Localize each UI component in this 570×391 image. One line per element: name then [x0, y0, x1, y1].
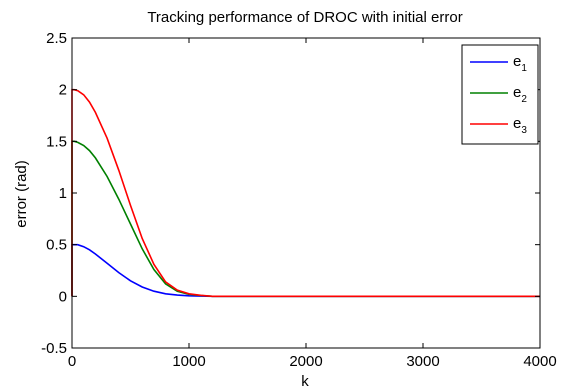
- y-tick-label: 0: [59, 288, 67, 305]
- x-tick-label: 4000: [523, 353, 556, 370]
- y-tick-label: 2.5: [46, 30, 67, 47]
- y-tick-label: 0.5: [46, 237, 67, 254]
- x-axis-label: k: [301, 373, 309, 390]
- legend-subscript: 1: [521, 63, 527, 74]
- axes: 0 1000 2000 3000 4000-0.500.511.522.5: [41, 30, 557, 370]
- legend-subscript: 2: [521, 94, 527, 105]
- x-tick-label: 2000: [289, 353, 322, 370]
- legend-subscript: 3: [521, 125, 527, 136]
- y-tick-label: -0.5: [41, 340, 67, 357]
- y-tick-label: 1: [59, 185, 67, 202]
- series-line-e3: [71, 88, 540, 298]
- chart-title: Tracking performance of DROC with initia…: [147, 9, 462, 26]
- x-tick-label: 3000: [406, 353, 439, 370]
- y-tick-label: 1.5: [46, 133, 67, 150]
- x-tick-label: 1000: [172, 353, 205, 370]
- series-lines: [71, 88, 540, 298]
- x-tick-label: 0: [68, 353, 76, 370]
- y-axis-label: error (rad): [13, 160, 30, 228]
- y-tick-label: 2: [59, 82, 67, 99]
